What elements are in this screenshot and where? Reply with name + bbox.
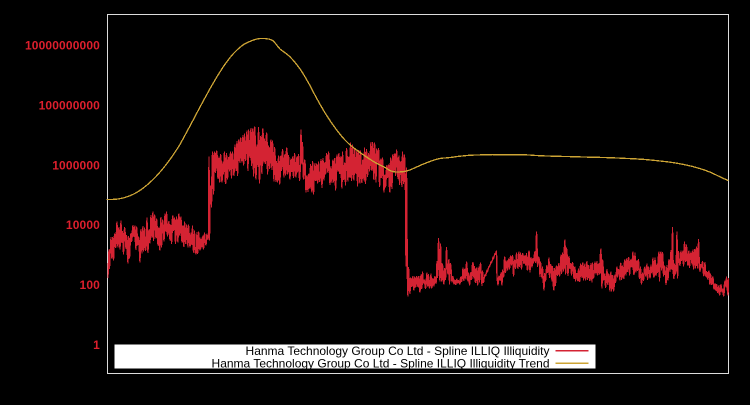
svg-text:10000000000: 10000000000	[25, 39, 100, 53]
svg-text:100: 100	[80, 278, 101, 292]
svg-text:1: 1	[93, 338, 100, 352]
svg-text:Hanma Technology Group Co Ltd: Hanma Technology Group Co Ltd - Spline I…	[212, 356, 550, 370]
svg-text:10000: 10000	[66, 218, 100, 232]
svg-text:1000000: 1000000	[52, 158, 100, 172]
svg-text:100000000: 100000000	[39, 98, 101, 112]
svg-text:Hanma Technology Group Co Ltd: Hanma Technology Group Co Ltd - Spline I…	[246, 344, 550, 358]
